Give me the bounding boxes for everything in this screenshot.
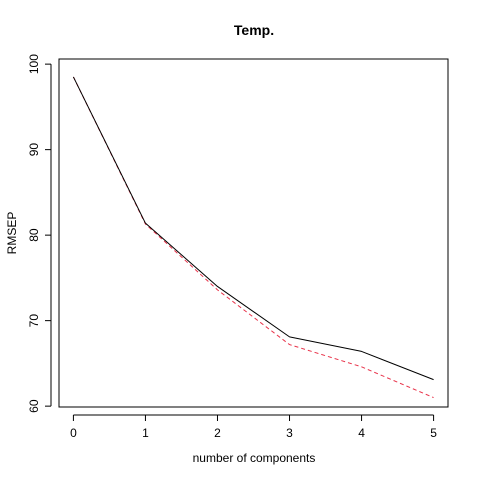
y-tick-label: 90 <box>27 143 41 157</box>
plot-area: 0 1 2 3 4 5 60 70 80 90 100 <box>27 54 449 440</box>
x-tick-label: 4 <box>358 426 365 440</box>
y-tick-label: 60 <box>27 399 41 413</box>
x-tick-label: 3 <box>286 426 293 440</box>
chart-title: Temp. <box>234 22 274 38</box>
y-tick-label: 100 <box>27 54 41 74</box>
y-tick-label: 70 <box>27 314 41 328</box>
x-tick-label: 5 <box>430 426 437 440</box>
y-axis-label: RMSEP <box>5 212 19 255</box>
x-tick-label: 1 <box>142 426 149 440</box>
x-tick-label: 0 <box>70 426 77 440</box>
series-line-cv <box>72 76 434 381</box>
x-tick-label: 2 <box>214 426 221 440</box>
y-tick-label: 80 <box>27 228 41 242</box>
x-axis-label: number of components <box>193 451 316 465</box>
plot-frame <box>58 58 449 408</box>
